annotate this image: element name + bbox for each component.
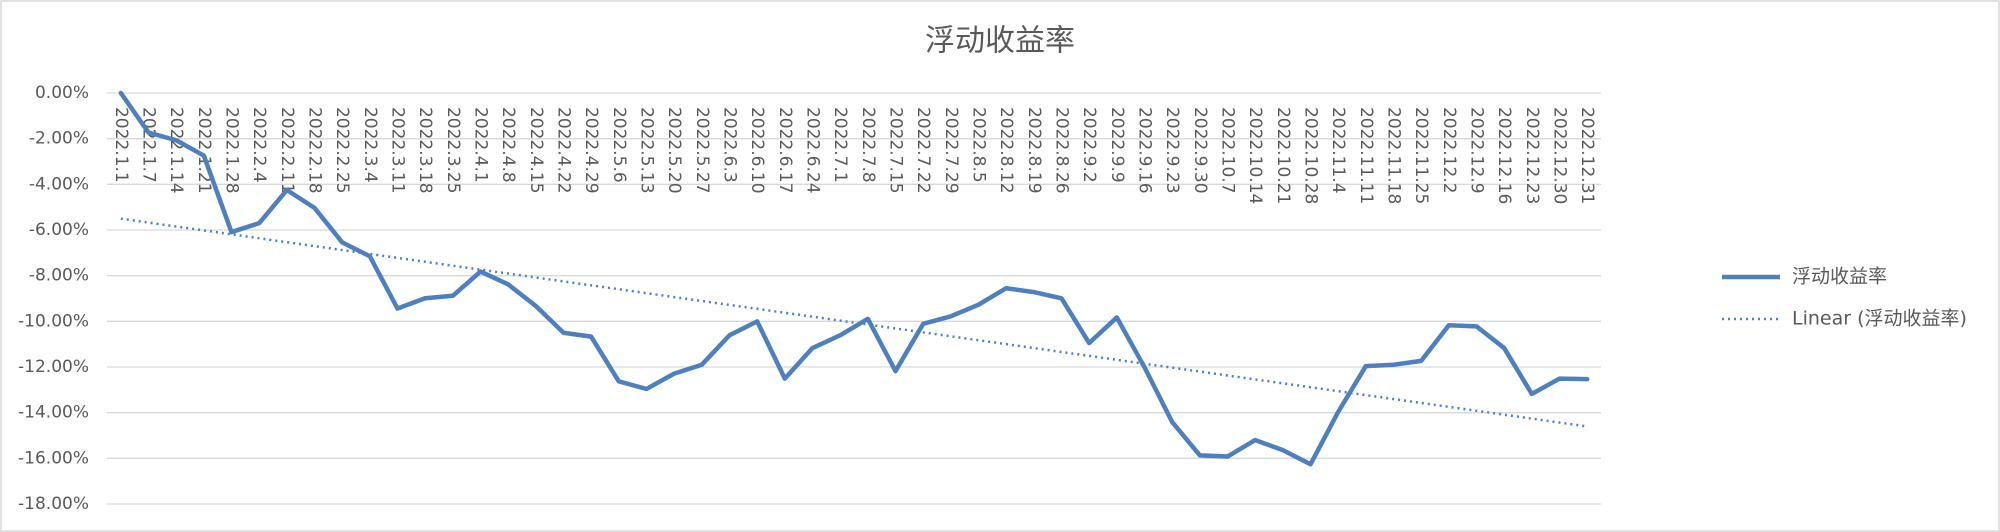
x-tick-label: 2022.3.11 [388,107,408,194]
x-tick-label: 2022.2.18 [305,107,325,194]
legend-label: 浮动收益率 [1792,266,1887,288]
x-tick-label: 2022.5.20 [664,107,684,194]
y-tick-label: -6.00% [29,220,89,240]
x-tick-label: 2022.8.26 [1052,107,1072,194]
x-tick-label: 2022.7.8 [858,107,878,183]
y-tick-label: -10.00% [18,311,89,331]
x-tick-label: 2022.6.10 [747,107,767,194]
chart-title: 浮动收益率 [925,24,1075,59]
x-tick-label: 2022.8.19 [1024,107,1044,194]
x-tick-label: 2022.12.16 [1494,107,1514,204]
x-tick-label: 2022.11.11 [1356,107,1376,204]
x-tick-label: 2022.8.5 [969,107,989,183]
x-tick-label: 2022.9.23 [1162,107,1182,194]
x-tick-label: 2022.9.9 [1107,107,1127,183]
x-tick-label: 2022.6.24 [803,107,823,194]
data-line [118,90,1590,467]
legend-label: Linear (浮动收益率) [1792,308,1967,330]
x-tick-label: 2022.12.23 [1522,107,1542,204]
x-tick-label: 2022.9.16 [1135,107,1155,194]
x-tick-label: 2022.10.7 [1218,107,1238,194]
x-tick-label: 2022.7.29 [941,107,961,194]
y-tick-label: -16.00% [18,448,89,468]
x-tick-label: 2022.12.2 [1439,107,1459,194]
x-tick-label: 2022.10.21 [1273,107,1293,204]
y-tick-label: -4.00% [29,174,89,194]
x-tick-label: 2022.1.1 [111,107,131,183]
y-tick-label: 0.00% [35,83,89,103]
x-tick-label: 2022.10.28 [1301,107,1321,204]
x-tick-label: 2022.9.30 [1190,107,1210,194]
x-tick-label: 2022.4.1 [471,107,491,183]
x-tick-label: 2022.8.12 [996,107,1016,194]
x-tick-label: 2022.7.15 [886,107,906,194]
x-tick-label: 2022.4.22 [554,107,574,194]
x-tick-label: 2022.11.18 [1384,107,1404,204]
x-tick-label: 2022.1.14 [166,107,186,194]
x-tick-label: 2022.2.11 [277,107,297,194]
y-tick-label: -2.00% [29,129,89,149]
x-tick-label: 2022.9.2 [1079,107,1099,183]
x-tick-label: 2022.6.3 [720,107,740,183]
x-tick-label: 2022.1.7 [139,107,159,183]
x-tick-label: 2022.5.13 [637,107,657,194]
y-tick-label: -8.00% [29,266,89,286]
x-tick-label: 2022.4.8 [498,107,518,183]
x-tick-label: 2022.7.22 [913,107,933,194]
x-tick-label: 2022.10.14 [1245,107,1265,204]
x-tick-label: 2022.5.27 [692,107,712,194]
y-tick-label: -14.00% [18,403,89,423]
x-tick-label: 2022.2.25 [332,107,352,194]
x-tick-label: 2022.3.25 [443,107,463,194]
x-tick-label: 2022.3.4 [360,107,380,183]
x-tick-label: 2022.4.15 [526,107,546,194]
y-tick-label: -12.00% [18,357,89,377]
x-tick-label: 2022.12.9 [1467,107,1487,194]
x-tick-label: 2022.3.18 [415,107,435,194]
x-tick-label: 2022.12.30 [1550,107,1570,204]
x-tick-label: 2022.2.4 [249,107,269,183]
x-tick-label: 2022.7.1 [830,107,850,183]
x-tick-label: 2022.12.31 [1577,107,1597,204]
x-tick-label: 2022.5.6 [609,107,629,183]
x-tick-label: 2022.6.17 [775,107,795,194]
y-tick-label: -18.00% [18,494,89,514]
x-tick-label: 2022.11.4 [1328,107,1348,194]
x-tick-label: 2022.11.25 [1411,107,1431,204]
x-tick-label: 2022.4.29 [581,107,601,194]
x-tick-label: 2022.1.28 [222,107,242,194]
